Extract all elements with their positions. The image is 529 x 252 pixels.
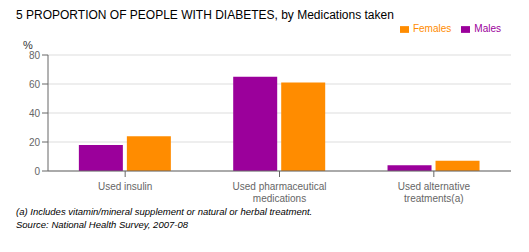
svg-text:Used insulin: Used insulin bbox=[98, 181, 152, 192]
svg-text:40: 40 bbox=[29, 108, 41, 119]
svg-text:60: 60 bbox=[29, 79, 41, 90]
svg-text:20: 20 bbox=[29, 137, 41, 148]
svg-text:Used pharmaceuticalmedications: Used pharmaceuticalmedications bbox=[233, 181, 327, 204]
svg-text:%: % bbox=[23, 39, 33, 51]
html-text:Females: Females bbox=[413, 23, 452, 34]
html-text:5 PROPORTION OF PEOPLE WITH DI: 5 PROPORTION OF PEOPLE WITH DIABETES, by… bbox=[16, 8, 394, 22]
html-text:(a) Includes vitamin/mineral s: (a) Includes vitamin/mineral supplement … bbox=[16, 206, 313, 217]
svg-text:80: 80 bbox=[29, 50, 41, 61]
html-text:Source: National Health Survey: Source: National Health Survey, 2007-08 bbox=[16, 219, 188, 230]
html-text:Males: Males bbox=[474, 23, 501, 34]
svg-text:Used alternativetreatments(a): Used alternativetreatments(a) bbox=[398, 181, 471, 204]
svg-text:0: 0 bbox=[34, 166, 40, 177]
